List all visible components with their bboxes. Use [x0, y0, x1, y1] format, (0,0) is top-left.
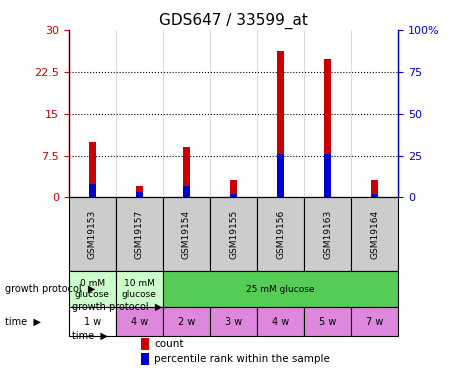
Title: GDS647 / 33599_at: GDS647 / 33599_at: [159, 12, 308, 28]
Text: GSM19156: GSM19156: [276, 210, 285, 259]
Bar: [116, 198, 163, 271]
Bar: [324, 59, 331, 154]
Bar: [230, 194, 237, 198]
Bar: [304, 198, 351, 271]
Bar: [257, 308, 304, 336]
Text: count: count: [154, 339, 184, 349]
Bar: [304, 308, 351, 336]
Text: 25 mM glucose: 25 mM glucose: [246, 285, 315, 294]
Text: 0 mM
glucose: 0 mM glucose: [75, 279, 110, 299]
Text: GSM19163: GSM19163: [323, 210, 333, 259]
Bar: [141, 353, 149, 365]
Text: GSM19154: GSM19154: [182, 210, 191, 259]
Bar: [277, 154, 284, 198]
Bar: [89, 142, 96, 184]
Bar: [69, 308, 116, 336]
Bar: [257, 198, 304, 271]
Bar: [324, 154, 331, 198]
Bar: [230, 180, 237, 194]
Bar: [141, 338, 149, 350]
Bar: [163, 308, 210, 336]
Bar: [116, 271, 163, 308]
Text: percentile rank within the sample: percentile rank within the sample: [154, 354, 330, 364]
Bar: [136, 186, 143, 192]
Text: 5 w: 5 w: [319, 317, 337, 327]
Bar: [183, 186, 190, 198]
Text: 2 w: 2 w: [178, 317, 195, 327]
Text: 3 w: 3 w: [225, 317, 242, 327]
Text: 4 w: 4 w: [131, 317, 148, 327]
Text: 4 w: 4 w: [272, 317, 289, 327]
Bar: [89, 184, 96, 198]
Text: GSM19164: GSM19164: [371, 210, 379, 259]
Text: GSM19155: GSM19155: [229, 210, 238, 259]
Bar: [277, 51, 284, 154]
Text: GSM19153: GSM19153: [88, 210, 97, 259]
Bar: [136, 192, 143, 198]
Bar: [163, 198, 210, 271]
Text: 1 w: 1 w: [84, 317, 101, 327]
Text: growth protocol  ▶: growth protocol ▶: [72, 302, 163, 312]
Bar: [183, 147, 190, 186]
Bar: [210, 308, 257, 336]
Bar: [371, 180, 378, 194]
Bar: [116, 308, 163, 336]
Bar: [69, 271, 116, 308]
Bar: [69, 198, 116, 271]
Text: growth protocol  ▶: growth protocol ▶: [5, 284, 95, 294]
Text: 10 mM
glucose: 10 mM glucose: [122, 279, 157, 299]
Text: time  ▶: time ▶: [5, 317, 40, 327]
Text: time  ▶: time ▶: [72, 331, 108, 341]
Bar: [371, 194, 378, 198]
Bar: [351, 198, 398, 271]
Text: 7 w: 7 w: [366, 317, 384, 327]
Bar: [163, 271, 398, 308]
Text: GSM19157: GSM19157: [135, 210, 144, 259]
Bar: [351, 308, 398, 336]
Bar: [210, 198, 257, 271]
